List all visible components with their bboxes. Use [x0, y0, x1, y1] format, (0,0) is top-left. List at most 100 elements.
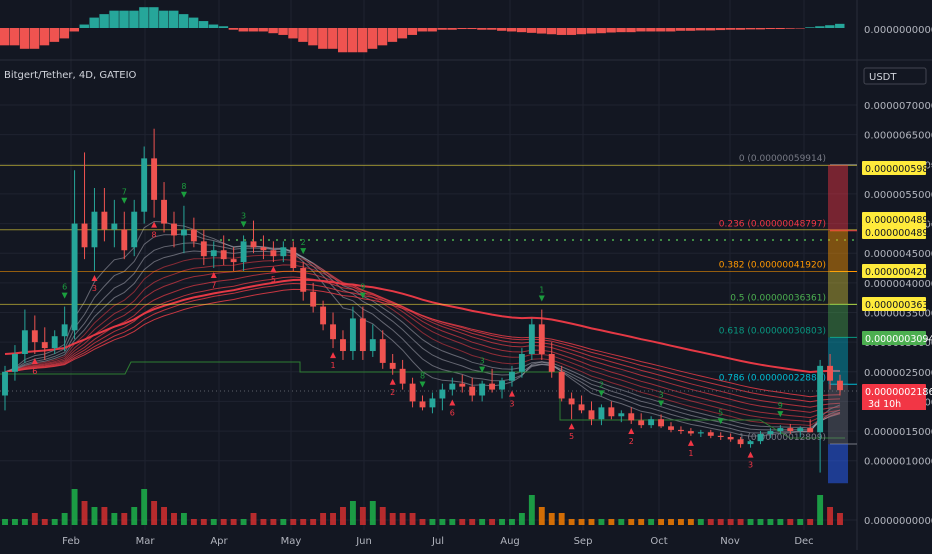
- volume-bar: [171, 513, 177, 525]
- oscillator-bar: [278, 28, 288, 35]
- candle-body: [171, 223, 177, 236]
- ma-ribbon-line: [4, 288, 841, 398]
- volume-bar: [260, 519, 267, 525]
- price-tag: [862, 212, 926, 226]
- candle-body: [220, 250, 227, 260]
- volume-bar: [697, 519, 704, 525]
- x-tick-label: Jun: [355, 536, 372, 547]
- candle-body: [230, 259, 237, 263]
- candle-body: [648, 419, 655, 426]
- y-tick-label: 0.0000040000: [864, 279, 932, 290]
- x-tick-label: Mar: [136, 536, 156, 547]
- marker-label: 3: [241, 211, 246, 220]
- candle-body: [658, 419, 665, 427]
- candle-body: [747, 441, 754, 445]
- x-tick-label: Aug: [500, 536, 520, 547]
- fib-zone: [828, 304, 848, 338]
- candle-body: [300, 268, 307, 292]
- volume-bar: [101, 507, 108, 525]
- x-tick-label: Sep: [574, 536, 593, 547]
- candle-body: [200, 241, 207, 257]
- volume-bar: [797, 519, 804, 525]
- volume-bar: [131, 507, 138, 525]
- x-tick-label: Apr: [210, 536, 228, 547]
- oscillator-bar: [546, 28, 557, 35]
- candle-body: [568, 398, 575, 405]
- oscillator-bar: [338, 28, 348, 53]
- candle-body: [429, 398, 436, 408]
- candle-body: [459, 383, 466, 387]
- volume-bar: [668, 519, 674, 525]
- candle-body: [737, 439, 744, 445]
- volume-bar: [499, 519, 505, 525]
- ma-ribbon-line: [4, 259, 841, 423]
- candle-body: [717, 435, 724, 437]
- oscillator-bar: [566, 28, 577, 35]
- fib-label: 0 (0.00000059914): [739, 154, 826, 164]
- marker-label: 9: [360, 283, 365, 292]
- y-tick-label: 0.0000000000: [864, 516, 932, 527]
- oscillator-bar: [695, 28, 706, 31]
- oscillator-bar: [437, 28, 447, 30]
- price-tag: [862, 161, 926, 175]
- oscillator-bar: [139, 7, 149, 28]
- candle-body: [697, 432, 704, 434]
- oscillator-bar: [89, 17, 99, 28]
- price-tag-label: 0.00000048956: [865, 228, 932, 239]
- volume-bar: [777, 519, 784, 525]
- y-tick-label: 0.0000015000: [864, 427, 932, 438]
- candle-body: [439, 389, 446, 399]
- sell-marker: [419, 381, 426, 388]
- marker-label: 3: [480, 357, 485, 366]
- volume-bar: [359, 507, 366, 525]
- ma-ribbon-line: [4, 254, 841, 427]
- oscillator-bar: [407, 28, 418, 35]
- price-tag-label: 0.00000042029: [865, 267, 932, 278]
- candle-body: [389, 362, 396, 369]
- candle-body: [797, 428, 804, 432]
- x-tick-label: Oct: [650, 536, 667, 547]
- marker-label: 6: [450, 409, 455, 418]
- fib-label: 0.618 (0.00000030803): [719, 326, 826, 336]
- price-tag-label: 0.00000059822: [865, 164, 932, 175]
- sell-marker: [300, 248, 307, 255]
- y-tick-label: 0.0000065000: [864, 131, 932, 142]
- candle-body: [469, 386, 476, 396]
- ma-ribbon-line: [4, 250, 841, 429]
- candle-body: [757, 434, 764, 442]
- oscillator-bar: [298, 28, 308, 42]
- candle-body: [190, 229, 197, 242]
- fib-zone: [828, 230, 848, 272]
- fib-label: 0.5 (0.00000036361): [730, 293, 826, 303]
- oscillator-bar: [497, 28, 507, 31]
- oscillator-bar: [666, 28, 676, 32]
- candle-body: [210, 250, 217, 257]
- currency-button[interactable]: [863, 67, 927, 85]
- volume-bar: [2, 519, 8, 525]
- candle-body: [11, 354, 18, 372]
- volume-bar: [628, 519, 635, 525]
- volume-bar: [618, 519, 625, 525]
- marker-label: 8: [420, 372, 425, 381]
- volume-bar: [81, 501, 88, 525]
- volume-bar: [509, 519, 515, 525]
- volume-bar: [518, 513, 525, 525]
- volume-bar: [21, 519, 28, 525]
- x-tick-label: Jul: [431, 536, 444, 547]
- fib-label: 0.236 (0.00000048797): [719, 220, 826, 230]
- candle-body: [807, 428, 814, 433]
- candle-body: [598, 407, 605, 420]
- fib-label: 0.786 (0.00000022888): [719, 373, 826, 383]
- candle-body: [638, 420, 645, 426]
- sell-marker: [359, 292, 366, 299]
- oscillator-bar: [805, 27, 815, 28]
- oscillator-bar: [467, 28, 477, 30]
- oscillator-bar: [188, 17, 199, 28]
- buy-marker: [568, 423, 575, 430]
- volume-bar: [598, 519, 605, 525]
- buy-marker: [91, 275, 98, 281]
- marker-label: 1: [330, 361, 335, 370]
- oscillator-bar: [685, 28, 696, 31]
